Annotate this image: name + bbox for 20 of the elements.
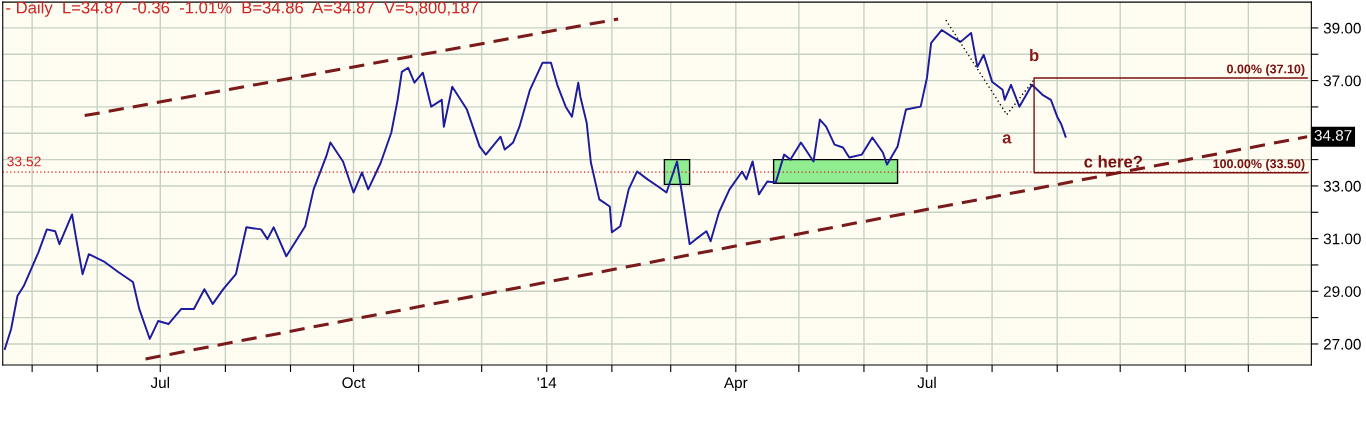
x-tick-label: Jul [150,376,170,389]
annotation: 100.00% (33.50) [1213,159,1305,171]
line-series [3,29,1067,350]
y-tick-label: 27.00 [1323,338,1361,350]
y-tick-label: 29.00 [1323,286,1361,297]
annotation: b [1030,48,1039,62]
ref-line-label: 33.52 [7,156,41,167]
x-tick-label: Apr [723,377,748,392]
annotation: c here? [1084,155,1142,168]
x-tick-label: '14 [537,377,557,388]
x-tick-label: Oct [342,377,366,389]
chart-title: - Daily L=34.87 -0.36 -1.01% B=34.86 A=34.87 V=5,800,187 [6,1,479,17]
annotation: a [1002,134,1012,144]
x-tick-label: Jul [917,376,936,389]
y-tick-label: 39.00 [1323,22,1361,34]
annotation: 0.00% (37.10) [1227,64,1305,76]
y-tick-label: 37.00 [1323,75,1361,87]
y-tick-label: 31.00 [1323,233,1361,245]
y-tick-label: 33.00 [1323,180,1361,192]
annotation: 34.87 [1314,129,1352,141]
